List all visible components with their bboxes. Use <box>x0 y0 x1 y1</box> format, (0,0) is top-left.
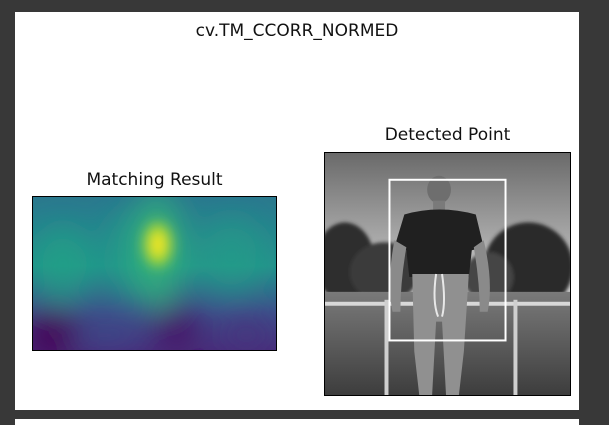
matplotlib-figure: cv.TM_CCORR_NORMED Matching Result <box>15 12 579 410</box>
next-output-cell <box>15 419 579 425</box>
person-figure <box>389 175 490 395</box>
detection-box <box>388 178 507 342</box>
matching-result-heatmap <box>32 196 277 351</box>
matching-result-title: Matching Result <box>86 170 223 190</box>
grayscale-photo <box>325 153 570 395</box>
detected-point-title: Detected Point <box>384 125 511 145</box>
figure-suptitle: cv.TM_CCORR_NORMED <box>195 21 399 41</box>
heatmap-image <box>33 197 276 350</box>
detected-point-image <box>324 152 571 396</box>
